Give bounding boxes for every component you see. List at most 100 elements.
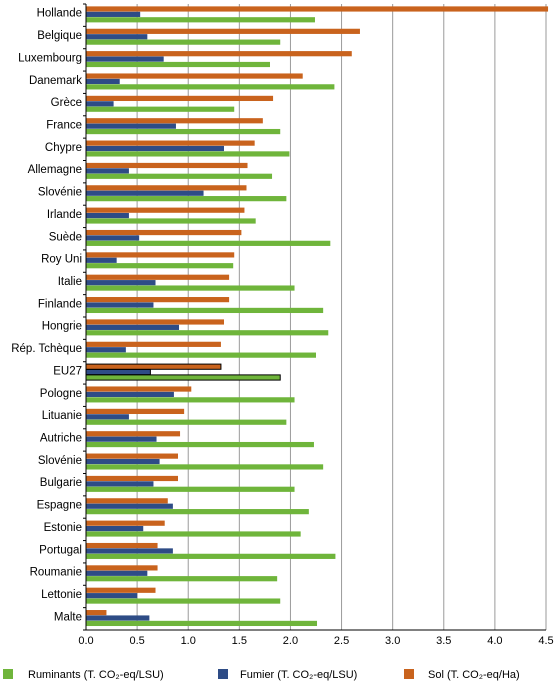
- bar: [86, 61, 270, 68]
- bar: [86, 140, 255, 146]
- x-tick-label: 3.5: [436, 635, 451, 647]
- axes: [83, 3, 546, 631]
- legend: Ruminants (T. CO₂-eq/LSU) Fumier (T. CO₂-…: [3, 669, 520, 681]
- bar: [86, 190, 204, 196]
- legend-swatch: [218, 669, 228, 679]
- x-tick-label: 3.0: [385, 635, 400, 647]
- bar: [86, 257, 117, 263]
- legend-label: Ruminants (T. CO₂-eq/LSU): [28, 669, 164, 681]
- bar: [86, 324, 180, 330]
- bar: [86, 431, 181, 437]
- x-tick-label: 0.0: [78, 635, 93, 647]
- category-label: Italie: [58, 276, 82, 288]
- category-label: Roy Uni: [41, 254, 82, 266]
- category-label: Rép. Tchèque: [11, 343, 82, 355]
- bar: [86, 106, 235, 112]
- bar: [86, 386, 192, 392]
- category-label: Grèce: [51, 97, 82, 109]
- bar: [86, 285, 295, 291]
- bar: [85, 368, 151, 376]
- bar: [86, 341, 221, 347]
- bar: [86, 481, 154, 487]
- bar: [86, 397, 295, 403]
- category-label: Suède: [49, 231, 82, 243]
- bar: [86, 620, 318, 627]
- bar: [86, 458, 160, 465]
- bar: [86, 173, 273, 179]
- x-tick-label: 2.0: [283, 635, 298, 647]
- category-label: Irlande: [47, 209, 82, 221]
- category-label: Hongrie: [42, 321, 82, 333]
- bar: [86, 464, 324, 470]
- bar: [86, 17, 315, 23]
- bar: [86, 263, 234, 269]
- bar: [86, 408, 185, 415]
- category-label: Estonie: [44, 522, 82, 534]
- bar: [86, 531, 301, 537]
- bar: [86, 570, 148, 576]
- category-label: Slovénie: [38, 187, 82, 199]
- bar: [86, 34, 148, 40]
- bar: [86, 565, 158, 571]
- category-label: Hollande: [37, 8, 82, 20]
- bar: [86, 302, 154, 308]
- category-label: Slovénie: [38, 455, 82, 467]
- bar: [86, 436, 157, 442]
- bar: [86, 84, 335, 90]
- category-label: Bulgarie: [40, 477, 82, 489]
- legend-swatch: [3, 669, 13, 679]
- bar: [86, 95, 274, 102]
- bar: [86, 151, 290, 157]
- bar: [86, 525, 144, 532]
- bar: [86, 207, 245, 213]
- bar: [86, 593, 138, 599]
- bar: [86, 235, 140, 241]
- bar: [86, 51, 352, 57]
- category-label: Allemagne: [28, 164, 82, 176]
- bar: [86, 520, 165, 526]
- bar: [86, 352, 316, 358]
- bar: [86, 128, 281, 135]
- x-tick-label: 4.5: [538, 635, 553, 647]
- x-tick-label: 2.5: [334, 635, 349, 647]
- category-label: France: [46, 119, 82, 131]
- bar: [86, 297, 230, 303]
- bar: [86, 240, 331, 246]
- category-label: Finlande: [38, 298, 82, 310]
- bar: [86, 118, 263, 124]
- bar: [86, 347, 126, 353]
- bar: [86, 274, 230, 280]
- bar: [86, 123, 176, 129]
- bar: [86, 598, 281, 604]
- bar: [86, 162, 248, 169]
- bar: [86, 587, 156, 593]
- bar: [86, 252, 235, 258]
- bar: [86, 475, 178, 482]
- x-tick-label: 4.0: [487, 635, 502, 647]
- bar: [86, 498, 168, 504]
- bar: [86, 548, 173, 554]
- bar: [86, 185, 247, 191]
- bar: [86, 78, 120, 85]
- bar: [86, 280, 156, 286]
- bar: [86, 196, 287, 202]
- category-label: Belgique: [37, 30, 82, 42]
- category-label: Lituanie: [42, 410, 82, 422]
- category-label: Malte: [54, 611, 82, 623]
- bar: [86, 391, 174, 398]
- bar: [86, 414, 129, 420]
- legend-label: Fumier (T. CO₂-eq/LSU): [240, 669, 357, 681]
- bar: [86, 28, 360, 34]
- bar: [86, 330, 329, 336]
- category-label: Roumanie: [30, 567, 82, 579]
- bar: [86, 101, 114, 107]
- category-label: Lettonie: [41, 589, 82, 601]
- bar: [86, 486, 295, 492]
- bar: [86, 503, 173, 509]
- bar: [86, 319, 224, 325]
- bar: [86, 56, 164, 62]
- bar: [86, 168, 129, 174]
- category-label: Danemark: [29, 75, 82, 87]
- bar: [86, 229, 242, 236]
